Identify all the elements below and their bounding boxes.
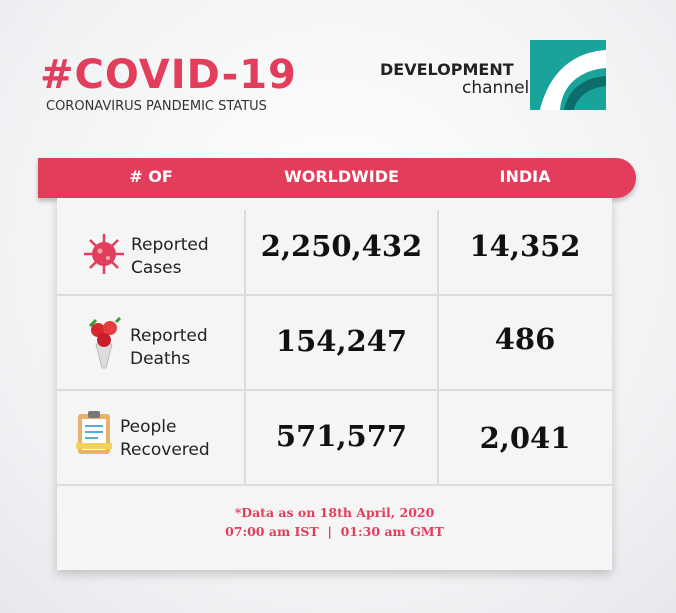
- row-divider: [57, 484, 612, 486]
- logo-text: channel: [462, 78, 530, 98]
- worldwide-value: 571,577: [275, 419, 408, 453]
- column-header: # OF: [129, 167, 173, 186]
- row-label: Reported: [131, 235, 209, 255]
- flowers-icon: [88, 316, 122, 369]
- worldwide-value: 154,247: [275, 324, 408, 358]
- row-label: Cases: [131, 258, 182, 278]
- title: #COVID-19: [40, 52, 297, 98]
- row-label: Recovered: [120, 440, 210, 460]
- row-label: Deaths: [130, 349, 191, 369]
- column-header: INDIA: [499, 167, 551, 186]
- row-label: Reported: [130, 326, 208, 346]
- table-card: [57, 198, 612, 570]
- india-value: 14,352: [469, 229, 581, 263]
- row-label: People: [120, 417, 177, 437]
- logo-icon: [530, 40, 606, 110]
- india-value: 486: [494, 322, 556, 356]
- footnote: *Data as on 18th April, 2020: [234, 505, 435, 520]
- subtitle: CORONAVIRUS PANDEMIC STATUS: [46, 99, 267, 114]
- row-divider: [57, 389, 612, 391]
- footnote: 07:00 am IST | 01:30 am GMT: [225, 524, 444, 539]
- column-divider: [437, 210, 439, 484]
- row-divider: [57, 294, 612, 296]
- column-divider: [244, 210, 246, 484]
- virus-icon: [84, 234, 124, 274]
- india-value: 2,041: [479, 421, 571, 455]
- clipboard-icon: [76, 411, 112, 454]
- logo-text: DEVELOPMENT: [380, 60, 514, 79]
- column-header: WORLDWIDE: [284, 167, 399, 186]
- worldwide-value: 2,250,432: [260, 229, 423, 263]
- header-bar: [38, 158, 636, 198]
